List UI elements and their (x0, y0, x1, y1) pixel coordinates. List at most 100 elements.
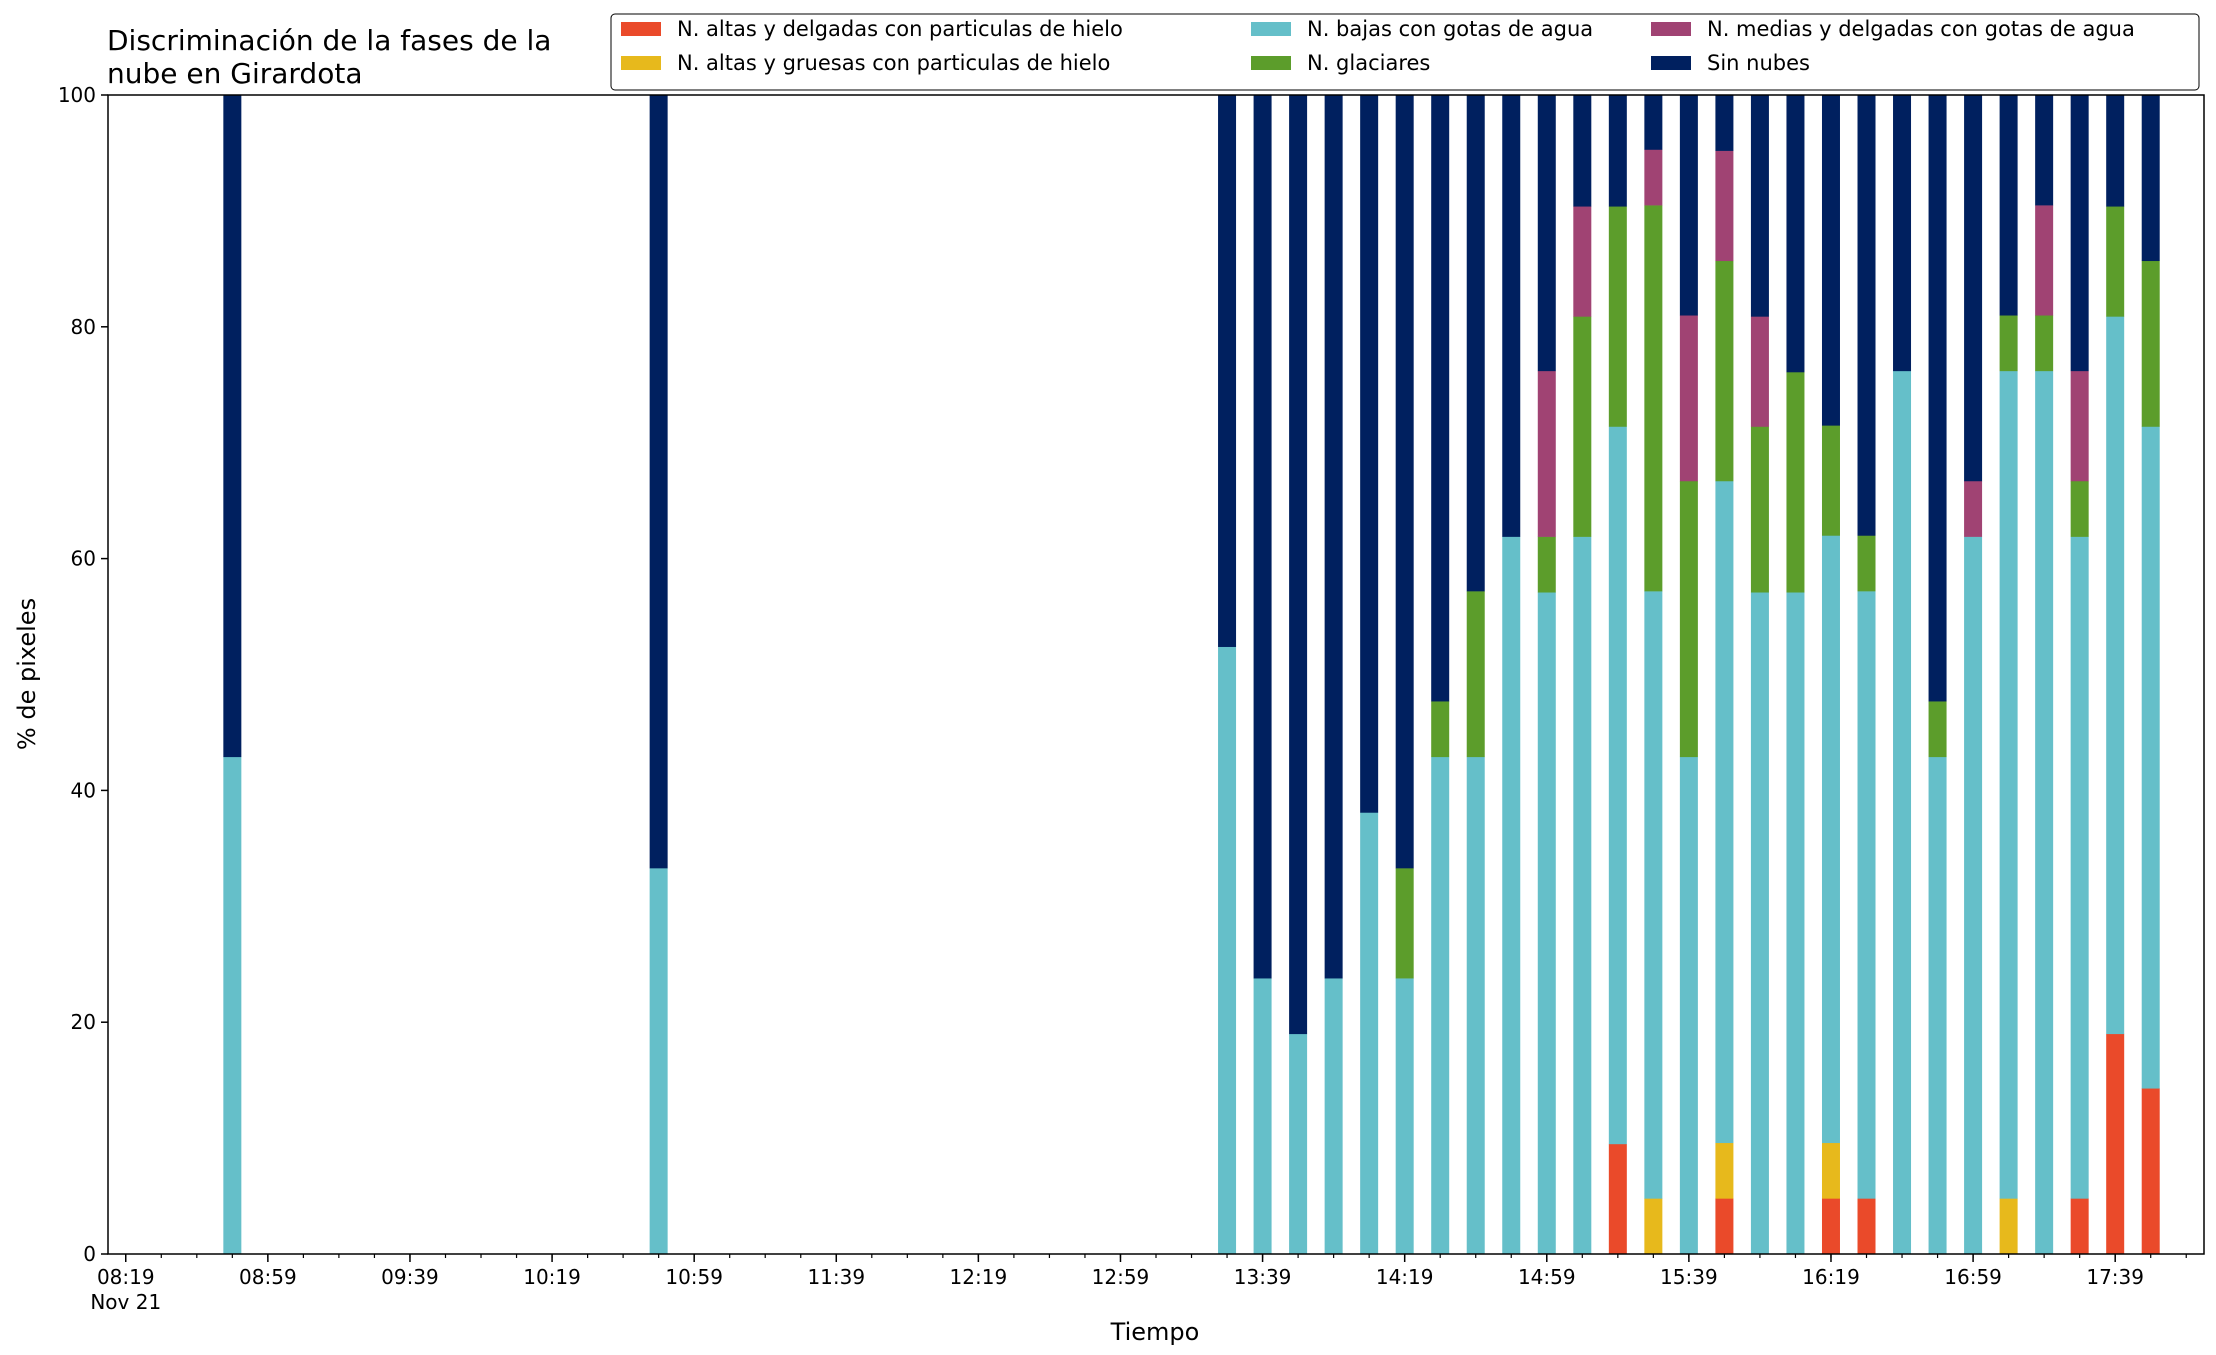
bar-segment (1928, 701, 1947, 758)
bar-segment (1537, 370, 1556, 537)
bar-segment (1431, 701, 1450, 758)
bar-segment (1999, 1198, 2018, 1255)
x-tick-label: 11:39 (807, 1265, 865, 1289)
x-tick-label: 14:19 (1376, 1265, 1434, 1289)
x-tick-label: 17:39 (2086, 1265, 2144, 1289)
bar-segment (1999, 315, 2018, 372)
bar-segment (1324, 978, 1343, 1255)
legend-label: N. bajas con gotas de agua (1307, 17, 1593, 41)
y-tick-label: 40 (71, 778, 96, 802)
x-tick-label: 10:19 (523, 1265, 581, 1289)
y-tick-label: 80 (71, 315, 96, 339)
bar-segment (2070, 480, 2089, 537)
bar-segment (1893, 95, 1912, 372)
legend-swatch (621, 22, 661, 36)
bar-segment (223, 756, 242, 1255)
bar-segment (1644, 205, 1663, 592)
bar-segment (1786, 372, 1805, 593)
bar-segment (1466, 756, 1485, 1255)
bar-segment (1573, 95, 1592, 207)
bar-segment (1679, 95, 1698, 316)
bar-segment (2141, 1088, 2160, 1255)
bar-segment (1644, 95, 1663, 150)
bar-segment (1395, 978, 1414, 1255)
bar-segment (1750, 316, 1769, 427)
x-tick-label: 13:39 (1234, 1265, 1292, 1289)
bar-segment (1573, 316, 1592, 537)
bar-segment (1715, 1142, 1734, 1199)
bar-segment (2035, 205, 2054, 316)
bar-segment (2070, 95, 2089, 372)
bar-segment (1360, 95, 1379, 813)
bar-segment (2141, 426, 2160, 1089)
bar-segment (1964, 536, 1983, 1255)
bar-segment (1786, 95, 1805, 373)
x-tick-label: 09:39 (381, 1265, 439, 1289)
bar-segment (1218, 95, 1237, 647)
bar-segment (1431, 756, 1450, 1255)
bar-segment (2141, 95, 2160, 262)
bar-segment (649, 868, 668, 1255)
bar-segment (1821, 425, 1840, 536)
y-tick-label: 60 (71, 547, 96, 571)
bar-segment (1750, 426, 1769, 593)
chart-title-line-2: nube en Girardota (107, 57, 362, 90)
legend-label: N. medias y delgadas con gotas de agua (1707, 17, 2135, 41)
bar-segment (1395, 95, 1414, 869)
x-tick-label: 10:59 (665, 1265, 723, 1289)
bar-segment (1608, 426, 1627, 1145)
bar-segment (2070, 536, 2089, 1199)
bar-segment (1466, 591, 1485, 758)
bar-segment (1466, 95, 1485, 592)
bar-segment (1608, 1143, 1627, 1255)
bar-segment (1679, 480, 1698, 758)
bar-segment (1715, 150, 1734, 262)
x-tick-label: 16:19 (1802, 1265, 1860, 1289)
legend-swatch (1251, 56, 1291, 70)
bar-segment (1573, 206, 1592, 317)
bar-segment (1821, 1198, 1840, 1255)
y-tick-label: 0 (83, 1242, 96, 1266)
legend: N. altas y delgadas con particulas de hi… (610, 13, 2200, 91)
bar-segment (2106, 316, 2125, 1035)
bar-segment (1608, 206, 1627, 427)
bar-segment (1324, 95, 1343, 979)
bar-segment (1289, 95, 1308, 1035)
bar-segment (1857, 95, 1876, 536)
bar-segment (1573, 536, 1592, 1255)
bar-segment (1750, 592, 1769, 1255)
legend-swatch (1251, 22, 1291, 36)
bar-segment (2035, 95, 2054, 206)
bar-segment (1644, 149, 1663, 206)
bar-segment (1857, 535, 1876, 592)
bar-segment (1608, 95, 1627, 207)
bar-segment (649, 95, 668, 869)
bar-segment (2070, 370, 2089, 482)
chart-title: Discriminación de la fases de la nube en … (107, 24, 551, 90)
bar-segment (1857, 591, 1876, 1199)
bar-segment (2141, 260, 2160, 427)
legend-swatch (621, 56, 661, 70)
x-tick-label: 15:39 (1660, 1265, 1718, 1289)
x-tick-sublabel: Nov 21 (90, 1290, 161, 1314)
bar-segment (1715, 260, 1734, 482)
legend-label: Sin nubes (1707, 51, 1810, 75)
bar-segment (1679, 315, 1698, 482)
bar-segment (1857, 1198, 1876, 1255)
y-tick-label: 100 (58, 83, 96, 107)
bar-segment (1715, 95, 1734, 151)
bar-segment (1821, 535, 1840, 1144)
legend-swatch (1651, 22, 1691, 36)
bar-segment (1395, 868, 1414, 979)
y-axis: 0 20 40 60 80 100 (58, 83, 108, 1266)
legend-label: N. altas y gruesas con particulas de hie… (677, 51, 1110, 75)
bar-segment (1928, 95, 1947, 702)
bar-segment (1821, 95, 1840, 426)
legend-label: N. altas y delgadas con particulas de hi… (677, 17, 1123, 41)
bar-segment (1218, 646, 1237, 1255)
bar-segment (1999, 370, 2018, 1199)
bar-segment (1253, 95, 1272, 979)
bar-segment (1679, 756, 1698, 1255)
x-tick-label: 16:59 (1944, 1265, 2002, 1289)
